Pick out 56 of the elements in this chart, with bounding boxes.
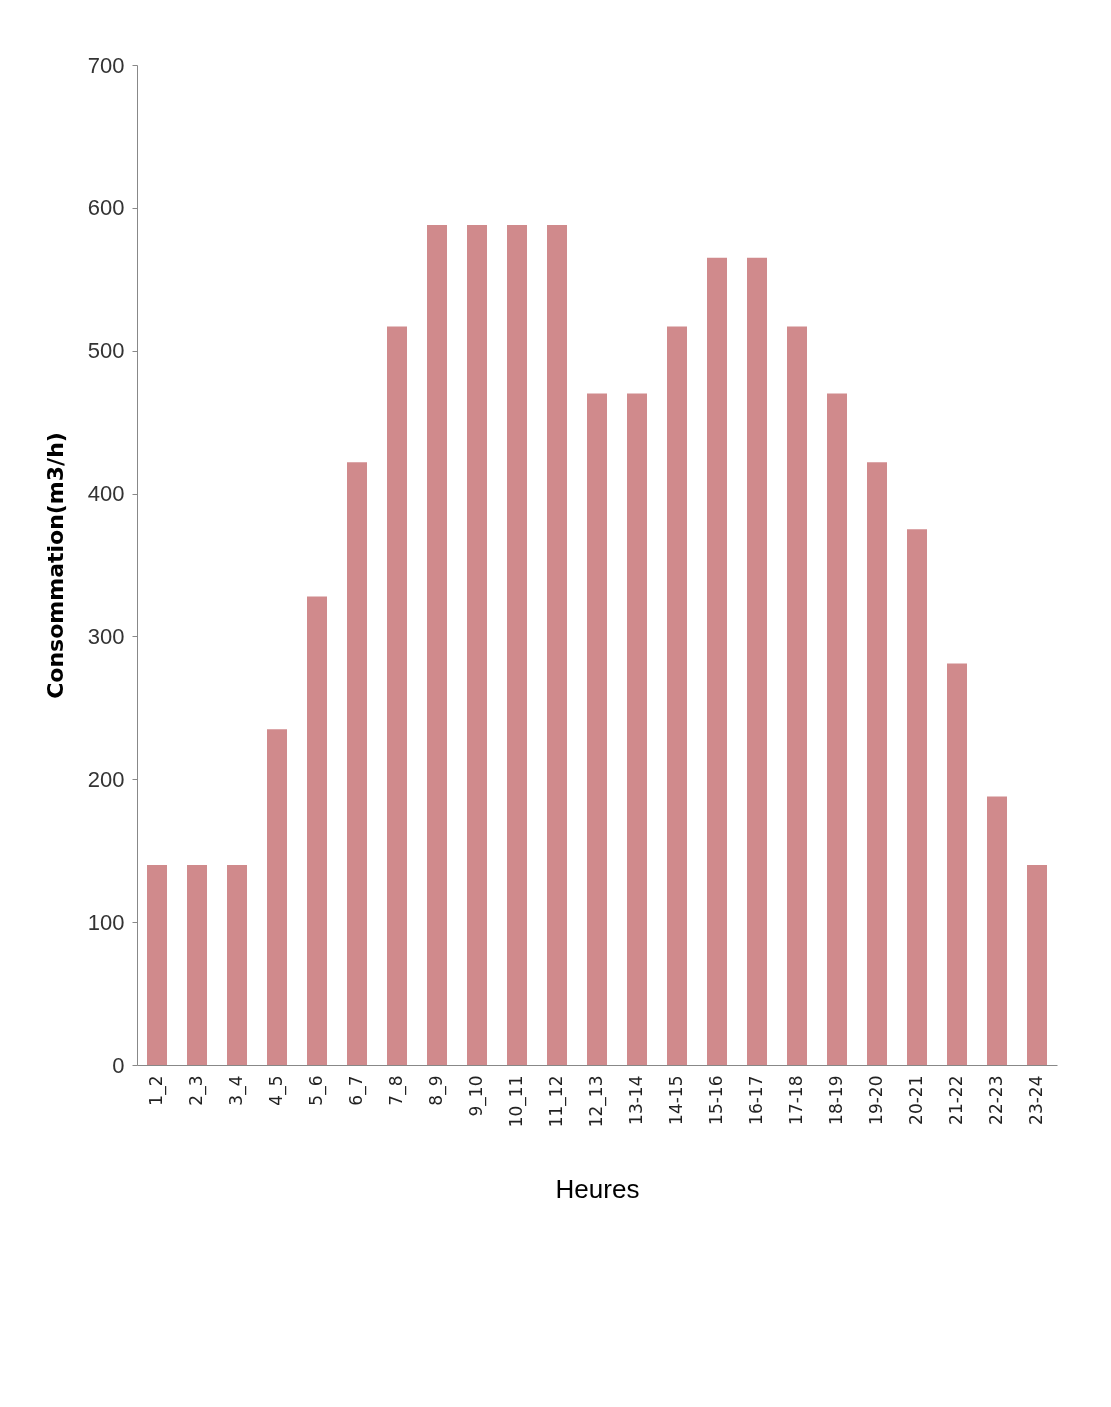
x-tick-label: 16-17 xyxy=(746,1075,766,1125)
bar xyxy=(1027,865,1047,1065)
y-axis-title: Consommation(m3/h) xyxy=(42,432,68,699)
y-tick-label: 400 xyxy=(87,481,125,507)
x-tick-label: 21-22 xyxy=(946,1075,966,1125)
x-tick-label: 19-20 xyxy=(866,1075,886,1125)
bar xyxy=(147,865,167,1065)
x-tick-label: 8_9 xyxy=(426,1075,447,1106)
bar xyxy=(187,865,207,1065)
x-tick-label: 22-23 xyxy=(986,1075,1006,1125)
x-tick-label: 6_7 xyxy=(346,1075,367,1106)
x-tick-label: 15-16 xyxy=(706,1075,726,1125)
bar xyxy=(867,462,887,1065)
x-tick-label: 13-14 xyxy=(626,1075,646,1125)
x-tick-label: 1_2 xyxy=(146,1075,167,1106)
x-tick-label: 10_11 xyxy=(506,1075,527,1128)
x-tick-label: 17-18 xyxy=(786,1075,806,1125)
y-tick-label: 600 xyxy=(87,195,125,221)
bar xyxy=(747,257,767,1065)
bar xyxy=(227,865,247,1065)
y-tick-label: 200 xyxy=(87,766,125,792)
bar xyxy=(387,326,407,1065)
x-tick-label: 20-21 xyxy=(906,1075,926,1125)
y-tick-label: 0 xyxy=(112,1052,125,1078)
x-tick-label: 4_5 xyxy=(266,1075,287,1106)
x-tick-label: 14-15 xyxy=(666,1075,686,1125)
bar xyxy=(507,225,527,1065)
bar xyxy=(907,529,927,1065)
bar xyxy=(787,326,807,1065)
y-tick-label: 300 xyxy=(87,623,125,649)
x-tick-label: 18-19 xyxy=(826,1075,846,1125)
bar xyxy=(307,596,327,1065)
bar xyxy=(947,663,967,1065)
y-tick-label: 700 xyxy=(87,52,125,78)
bar xyxy=(427,225,447,1065)
x-tick-label: 2_3 xyxy=(186,1075,207,1106)
bar xyxy=(987,796,1007,1065)
x-tick-label: 9_10 xyxy=(466,1075,487,1117)
bar xyxy=(547,225,567,1065)
x-tick-label: 5_6 xyxy=(306,1075,327,1106)
bar xyxy=(347,462,367,1065)
bar xyxy=(467,225,487,1065)
y-tick-label: 500 xyxy=(87,338,125,364)
x-tick-label: 3_4 xyxy=(226,1075,247,1106)
bar xyxy=(827,393,847,1065)
x-tick-label: 12_13 xyxy=(586,1075,607,1128)
x-tick-label: 11_12 xyxy=(546,1075,567,1128)
x-axis-title: Heures xyxy=(555,1174,640,1205)
bar xyxy=(667,326,687,1065)
bar xyxy=(587,393,607,1065)
bar xyxy=(627,393,647,1065)
bar xyxy=(267,729,287,1065)
x-tick-label: 23-24 xyxy=(1026,1075,1046,1125)
x-tick-label: 7_8 xyxy=(386,1075,407,1106)
bar xyxy=(707,257,727,1065)
y-tick-label: 100 xyxy=(87,909,125,935)
